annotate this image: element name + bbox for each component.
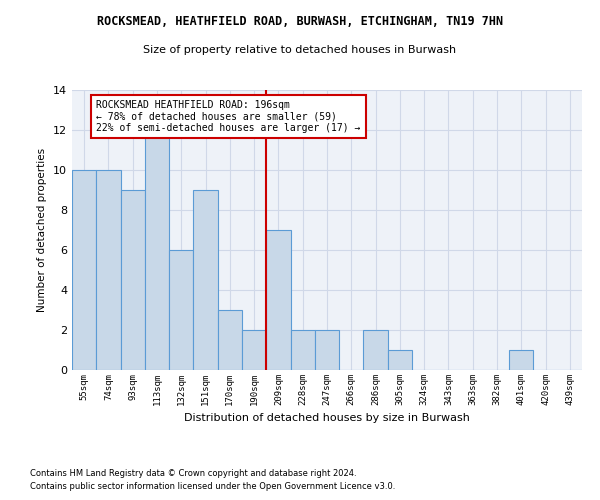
Bar [218, 310, 242, 370]
Bar [145, 130, 169, 370]
Bar [290, 330, 315, 370]
Bar [169, 250, 193, 370]
Bar [388, 350, 412, 370]
Bar [72, 170, 96, 370]
X-axis label: Distribution of detached houses by size in Burwash: Distribution of detached houses by size … [184, 414, 470, 424]
Bar [242, 330, 266, 370]
Text: Contains public sector information licensed under the Open Government Licence v3: Contains public sector information licen… [30, 482, 395, 491]
Text: Size of property relative to detached houses in Burwash: Size of property relative to detached ho… [143, 45, 457, 55]
Bar [193, 190, 218, 370]
Bar [315, 330, 339, 370]
Bar [266, 230, 290, 370]
Bar [96, 170, 121, 370]
Y-axis label: Number of detached properties: Number of detached properties [37, 148, 47, 312]
Text: ROCKSMEAD HEATHFIELD ROAD: 196sqm
← 78% of detached houses are smaller (59)
22% : ROCKSMEAD HEATHFIELD ROAD: 196sqm ← 78% … [96, 100, 361, 133]
Bar [364, 330, 388, 370]
Bar [509, 350, 533, 370]
Text: ROCKSMEAD, HEATHFIELD ROAD, BURWASH, ETCHINGHAM, TN19 7HN: ROCKSMEAD, HEATHFIELD ROAD, BURWASH, ETC… [97, 15, 503, 28]
Bar [121, 190, 145, 370]
Text: Contains HM Land Registry data © Crown copyright and database right 2024.: Contains HM Land Registry data © Crown c… [30, 468, 356, 477]
